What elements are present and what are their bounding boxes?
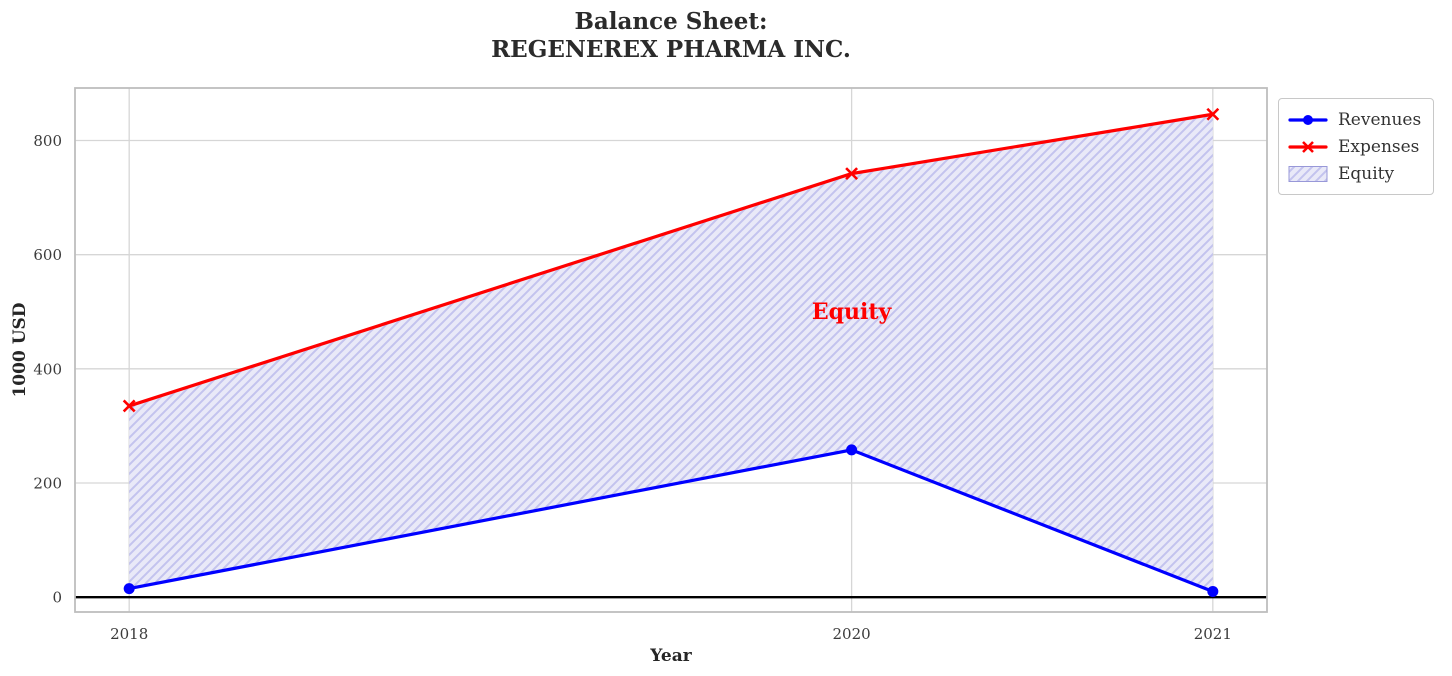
expenses-marker <box>122 399 136 413</box>
plot-border <box>74 87 1268 613</box>
legend-label-expenses: Expenses <box>1338 136 1420 157</box>
equity-annotation: Equity <box>811 298 892 325</box>
revenues-marker <box>1207 585 1219 597</box>
legend-label-equity: Equity <box>1338 163 1395 184</box>
expenses-line-swatch-icon <box>1288 137 1328 157</box>
legend-item-equity: Equity <box>1288 160 1421 187</box>
legend-label-revenues: Revenues <box>1338 109 1422 130</box>
expenses-marker <box>1206 107 1220 121</box>
revenues-marker <box>846 444 858 456</box>
equity-fill-area <box>129 114 1213 592</box>
y-tick-label: 600 <box>33 246 62 264</box>
x-tick-label: 2021 <box>1194 625 1232 643</box>
legend-item-expenses: Expenses <box>1288 133 1421 160</box>
legend: Revenues Expenses Equity <box>1278 98 1435 195</box>
equity-hatch-swatch-icon <box>1288 164 1328 184</box>
y-tick-label: 800 <box>33 132 62 150</box>
x-tick-label: 2018 <box>110 625 148 643</box>
y-tick-label: 0 <box>52 589 62 607</box>
chart-title: Balance Sheet: REGENEREX PHARMA INC. <box>75 8 1267 64</box>
chart-title-line1: Balance Sheet: <box>574 8 768 35</box>
legend-item-revenues: Revenues <box>1288 106 1421 133</box>
chart-title-line2: REGENEREX PHARMA INC. <box>491 36 851 63</box>
y-tick-label: 200 <box>33 474 62 492</box>
x-axis-label: Year <box>650 646 692 666</box>
expenses-marker <box>845 167 859 181</box>
revenues-marker <box>123 583 135 595</box>
x-tick-label: 2020 <box>833 625 871 643</box>
y-tick-label: 400 <box>33 360 62 378</box>
revenues-line-swatch-icon <box>1288 110 1328 130</box>
